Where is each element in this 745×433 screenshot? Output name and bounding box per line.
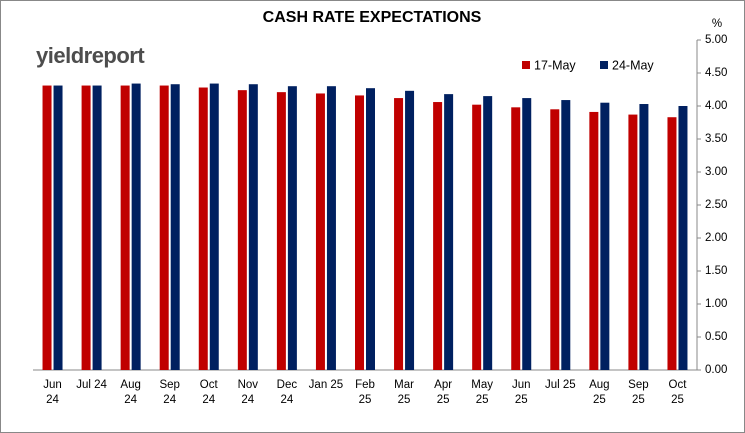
bar [550, 109, 560, 371]
bar [276, 92, 286, 370]
bar [483, 96, 493, 370]
bar [628, 114, 638, 370]
bar [667, 117, 677, 370]
legend-label: 17-May [534, 58, 576, 72]
bar [170, 84, 180, 370]
y-tick-label: 4.50 [705, 67, 727, 79]
x-tick-label: Jan 25 [308, 379, 344, 391]
legend-swatch [600, 61, 608, 69]
y-tick-label: 1.00 [705, 298, 727, 310]
y-tick-label: 3.50 [705, 133, 727, 145]
bar [209, 83, 219, 370]
y-tick-label: 5.00 [705, 34, 727, 46]
y-tick-label: 0.50 [705, 331, 727, 343]
y-tick-label: 2.00 [705, 232, 727, 244]
bar [366, 88, 375, 371]
bar [120, 85, 130, 370]
bar [561, 100, 571, 370]
x-tick-label: Sep 25 [628, 379, 649, 406]
x-tick-label: Dec 24 [276, 379, 298, 406]
x-tick-label: Aug 24 [120, 379, 141, 406]
legend-swatch [522, 61, 530, 69]
bar [237, 90, 247, 370]
bar [600, 102, 610, 370]
x-tick-label: Jun 24 [43, 379, 62, 406]
legend-label: 24-May [612, 58, 654, 72]
y-unit: % [712, 18, 722, 30]
bar [53, 85, 63, 370]
bar [131, 83, 141, 370]
bar [355, 95, 364, 370]
x-tick-label: May 25 [471, 379, 494, 406]
x-tick-label: Feb 25 [355, 379, 375, 406]
bar [326, 86, 336, 370]
bar [639, 104, 649, 371]
bar [394, 98, 404, 370]
x-tick-label: Jul 25 [544, 379, 576, 391]
bar [472, 104, 482, 371]
bar [444, 94, 454, 371]
y-tick-label: 1.50 [705, 265, 727, 277]
bar [405, 90, 415, 370]
bar [81, 85, 91, 370]
bar [315, 93, 325, 371]
y-tick-label: 0.00 [705, 364, 727, 376]
logo: yieldreport [36, 43, 145, 68]
bar [589, 111, 599, 370]
bar [248, 84, 258, 370]
x-tick-label: Mar 25 [394, 379, 414, 406]
x-tick-label: Oct 25 [668, 379, 687, 406]
bar [42, 85, 52, 370]
x-tick-label: Nov 24 [237, 379, 259, 406]
bar [511, 107, 521, 370]
bar [92, 85, 102, 370]
y-tick-label: 2.50 [705, 199, 727, 211]
x-tick-label: Oct 24 [199, 379, 218, 406]
x-tick-label: Jul 24 [76, 379, 107, 391]
chart-title: CASH RATE EXPECTATIONS [263, 9, 482, 26]
bar [159, 85, 169, 370]
bar [287, 86, 297, 370]
y-tick-label: 3.00 [705, 166, 727, 178]
bar [198, 87, 208, 371]
y-tick-label: 4.00 [705, 100, 727, 112]
x-tick-label: Apr 25 [434, 379, 453, 406]
x-tick-label: Jun 25 [511, 379, 531, 406]
bar [522, 98, 532, 370]
bar [678, 106, 688, 370]
bar [433, 102, 443, 370]
x-tick-label: Aug 25 [589, 379, 610, 406]
x-tick-label: Sep 24 [159, 379, 180, 406]
